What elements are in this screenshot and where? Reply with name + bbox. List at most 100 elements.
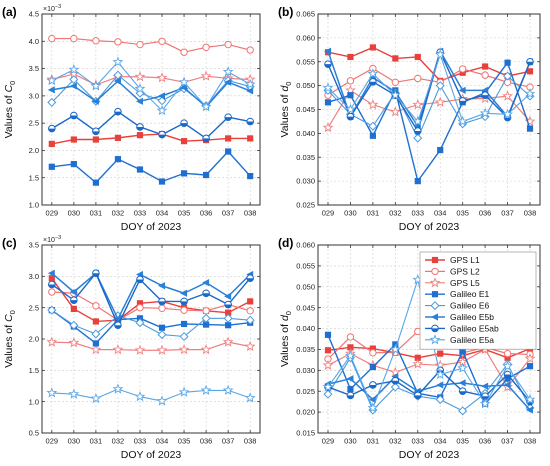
data-point bbox=[244, 392, 256, 403]
panel-label: (a) bbox=[2, 5, 17, 19]
x-tick-label: 037 bbox=[501, 209, 514, 218]
data-point bbox=[179, 331, 189, 342]
data-point bbox=[158, 324, 166, 331]
data-point bbox=[113, 315, 121, 323]
data-point bbox=[200, 344, 212, 355]
data-point bbox=[481, 382, 489, 390]
data-point bbox=[180, 320, 188, 328]
data-point bbox=[136, 40, 144, 49]
legend-label: GPS L1 bbox=[450, 255, 480, 265]
data-point bbox=[224, 40, 232, 49]
data-point bbox=[437, 350, 444, 357]
data-point bbox=[202, 289, 210, 298]
data-point bbox=[134, 71, 146, 82]
series-galileo-e1 bbox=[48, 307, 254, 347]
data-point bbox=[367, 99, 379, 110]
data-point bbox=[434, 96, 446, 107]
data-point bbox=[458, 86, 466, 94]
data-point bbox=[180, 48, 188, 56]
data-point bbox=[369, 78, 377, 86]
x-tick-label: 034 bbox=[156, 209, 169, 218]
series-line bbox=[327, 75, 531, 139]
series-line bbox=[327, 46, 531, 82]
series-line bbox=[51, 133, 251, 145]
data-point bbox=[412, 115, 424, 127]
data-point bbox=[112, 383, 124, 394]
data-point bbox=[136, 123, 144, 131]
data-point bbox=[180, 289, 188, 297]
data-point bbox=[48, 140, 55, 147]
x-tick-label: 032 bbox=[389, 209, 402, 218]
data-point bbox=[347, 53, 354, 61]
x-tick-label: 038 bbox=[244, 209, 257, 218]
data-point bbox=[158, 37, 166, 45]
y-axis-label-symbol: C bbox=[3, 84, 15, 92]
x-tick-label: 036 bbox=[479, 209, 492, 218]
series-line bbox=[51, 388, 251, 402]
x-tick-label: 033 bbox=[134, 437, 147, 446]
x-tick-label: 037 bbox=[501, 437, 514, 446]
series-line bbox=[51, 61, 251, 112]
data-point bbox=[526, 363, 534, 370]
series-gps-l2 bbox=[48, 34, 254, 56]
data-point bbox=[202, 134, 210, 143]
y-tick-label: 0.030 bbox=[296, 177, 315, 186]
data-point bbox=[526, 125, 534, 132]
series-line bbox=[51, 272, 251, 320]
legend-item: Galileo E5ab bbox=[425, 323, 499, 333]
scale-note: ×10−3 bbox=[43, 4, 61, 13]
series-galileo-e5ab bbox=[48, 107, 254, 143]
series-galileo-e5b bbox=[47, 77, 254, 111]
y-tick-label: 3.5 bbox=[29, 241, 39, 250]
y-axis-label-subscript: 0 bbox=[8, 310, 17, 314]
data-point bbox=[134, 83, 146, 94]
data-point bbox=[435, 395, 445, 405]
series-galileo-e5a bbox=[46, 56, 256, 116]
series-line bbox=[327, 348, 531, 388]
data-point bbox=[70, 136, 77, 143]
data-point bbox=[369, 132, 376, 139]
data-point bbox=[48, 275, 55, 282]
y-tick-label: 2.5 bbox=[29, 119, 39, 128]
data-point bbox=[222, 336, 234, 347]
data-point bbox=[323, 47, 331, 55]
legend-marker bbox=[431, 324, 439, 333]
data-point bbox=[136, 275, 144, 284]
x-tick-label: 035 bbox=[456, 437, 469, 446]
data-point bbox=[246, 274, 254, 283]
data-point bbox=[47, 305, 57, 315]
data-point bbox=[48, 124, 56, 133]
data-point bbox=[68, 64, 80, 75]
data-point bbox=[158, 178, 166, 185]
data-point bbox=[92, 179, 99, 186]
data-point bbox=[247, 172, 254, 180]
data-point bbox=[391, 376, 400, 385]
data-point bbox=[323, 389, 333, 399]
data-point bbox=[48, 34, 56, 43]
y-tick-label: 0.055 bbox=[296, 57, 315, 66]
data-point bbox=[180, 138, 188, 145]
data-point bbox=[524, 393, 536, 405]
x-tick-label: 030 bbox=[68, 437, 81, 446]
data-point bbox=[180, 84, 188, 92]
data-point bbox=[503, 381, 511, 389]
scale-note-exponent: −3 bbox=[55, 235, 61, 241]
data-point bbox=[225, 322, 232, 329]
data-point bbox=[70, 160, 77, 168]
series-galileo-e5a bbox=[46, 383, 256, 406]
data-point bbox=[92, 340, 99, 347]
legend-item: Galileo E5b bbox=[425, 312, 494, 322]
y-tick-label: 2.5 bbox=[29, 303, 39, 312]
y-tick-label: 0.020 bbox=[296, 408, 315, 417]
data-point bbox=[369, 44, 376, 51]
data-point bbox=[437, 146, 444, 154]
data-point bbox=[389, 343, 401, 355]
series-line bbox=[51, 272, 251, 326]
data-point bbox=[246, 87, 254, 95]
x-tick-label: 036 bbox=[200, 437, 213, 446]
data-point bbox=[504, 375, 511, 382]
data-point bbox=[91, 97, 99, 105]
data-point bbox=[180, 306, 188, 314]
data-point bbox=[369, 363, 376, 371]
